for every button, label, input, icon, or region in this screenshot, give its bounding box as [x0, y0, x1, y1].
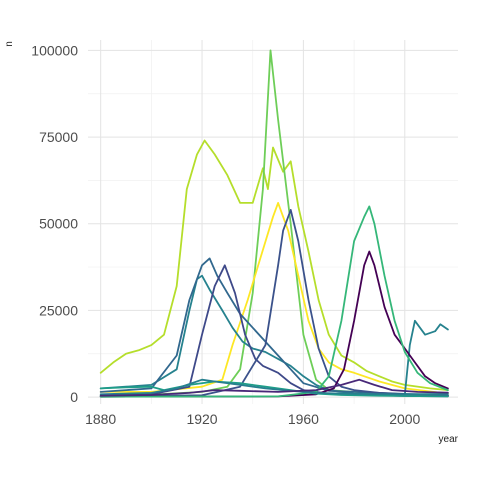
- y-tick-label: 50000: [39, 216, 78, 232]
- series-line-11: [99, 378, 449, 396]
- series-line-1: [99, 139, 449, 391]
- x-tick-label: 1920: [186, 411, 217, 427]
- x-tick-label: 2000: [389, 411, 420, 427]
- y-tick-label: 75000: [39, 129, 78, 145]
- chart-title: [0, 4, 480, 26]
- x-axis-label: year: [439, 434, 459, 445]
- series-line-10: [99, 380, 449, 398]
- series-line-12: [99, 378, 449, 397]
- series-line-8: [99, 250, 449, 398]
- axis-labels: 0 25000 50000 75000 100000 1880 1920 1960 2000 ye…: [4, 41, 459, 445]
- series-lines: [99, 49, 449, 398]
- series-line-4: [99, 274, 449, 396]
- x-tick-label: 1960: [288, 411, 319, 427]
- y-tick-label: 25000: [39, 302, 78, 318]
- series-line-9: [99, 205, 449, 398]
- series-line-5: [99, 257, 449, 397]
- series-line-3: [99, 202, 449, 395]
- y-axis-label: n: [4, 41, 15, 47]
- series-line-7: [99, 209, 449, 398]
- y-tick-label: 100000: [31, 42, 78, 58]
- x-tick-label: 1880: [85, 411, 116, 427]
- y-tick-label: 0: [70, 389, 78, 405]
